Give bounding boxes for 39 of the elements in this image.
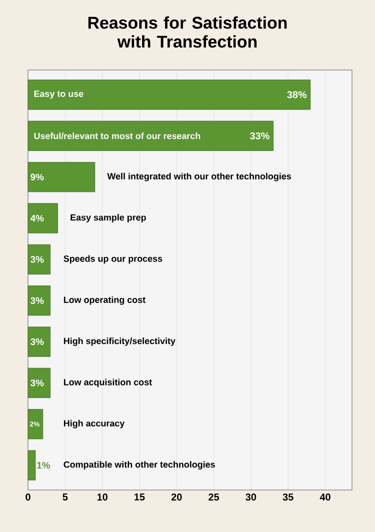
x-tick-label: 25	[208, 494, 220, 501]
bar	[28, 80, 311, 110]
bar	[28, 450, 36, 480]
bar	[28, 409, 44, 440]
x-tick-label: 35	[282, 494, 294, 501]
y-tick-label: Easy to use	[34, 90, 84, 99]
bar	[28, 162, 96, 192]
y-tick-label: Low operating cost	[64, 296, 146, 305]
data-label: 3%	[30, 256, 44, 263]
y-tick-label: Useful/relevant to most of our research	[34, 132, 200, 140]
x-tick-label: 20	[171, 494, 182, 501]
data-label: 9%	[30, 174, 44, 180]
data-label: 38%	[287, 91, 307, 98]
data-label: 3%	[30, 338, 44, 346]
x-tick-label: 40	[320, 494, 330, 501]
bar	[28, 244, 50, 274]
bar	[28, 286, 50, 316]
y-tick-label: High specificity/selectivity	[64, 338, 176, 346]
data-label: 33%	[250, 132, 270, 140]
x-tick-label: 10	[97, 494, 108, 501]
x-tick-label: 30	[246, 494, 256, 501]
y-tick-label: Well integrated with our other technologies	[107, 172, 292, 182]
data-label: 4%	[30, 214, 44, 222]
chart-title: Reasons for Satisfaction with Transfection	[88, 16, 287, 48]
bar	[28, 203, 58, 234]
y-tick-label: Low acquisition cost	[64, 378, 152, 388]
data-label: 3%	[30, 297, 44, 304]
x-tick-label: 15	[134, 494, 145, 500]
x-tick-label: 5	[62, 494, 68, 500]
y-tick-label: Easy sample prep	[70, 214, 146, 222]
data-label: 3%	[30, 380, 44, 386]
bar	[28, 368, 50, 398]
y-tick-label: High accuracy	[64, 420, 125, 428]
y-tick-label: Speeds up our process	[64, 255, 162, 264]
bar	[28, 120, 274, 151]
x-tick-label: 0	[26, 494, 30, 501]
y-tick-label: Compatible with other technologies	[64, 461, 215, 470]
bar	[28, 326, 50, 357]
data-label: 1%	[37, 462, 50, 469]
